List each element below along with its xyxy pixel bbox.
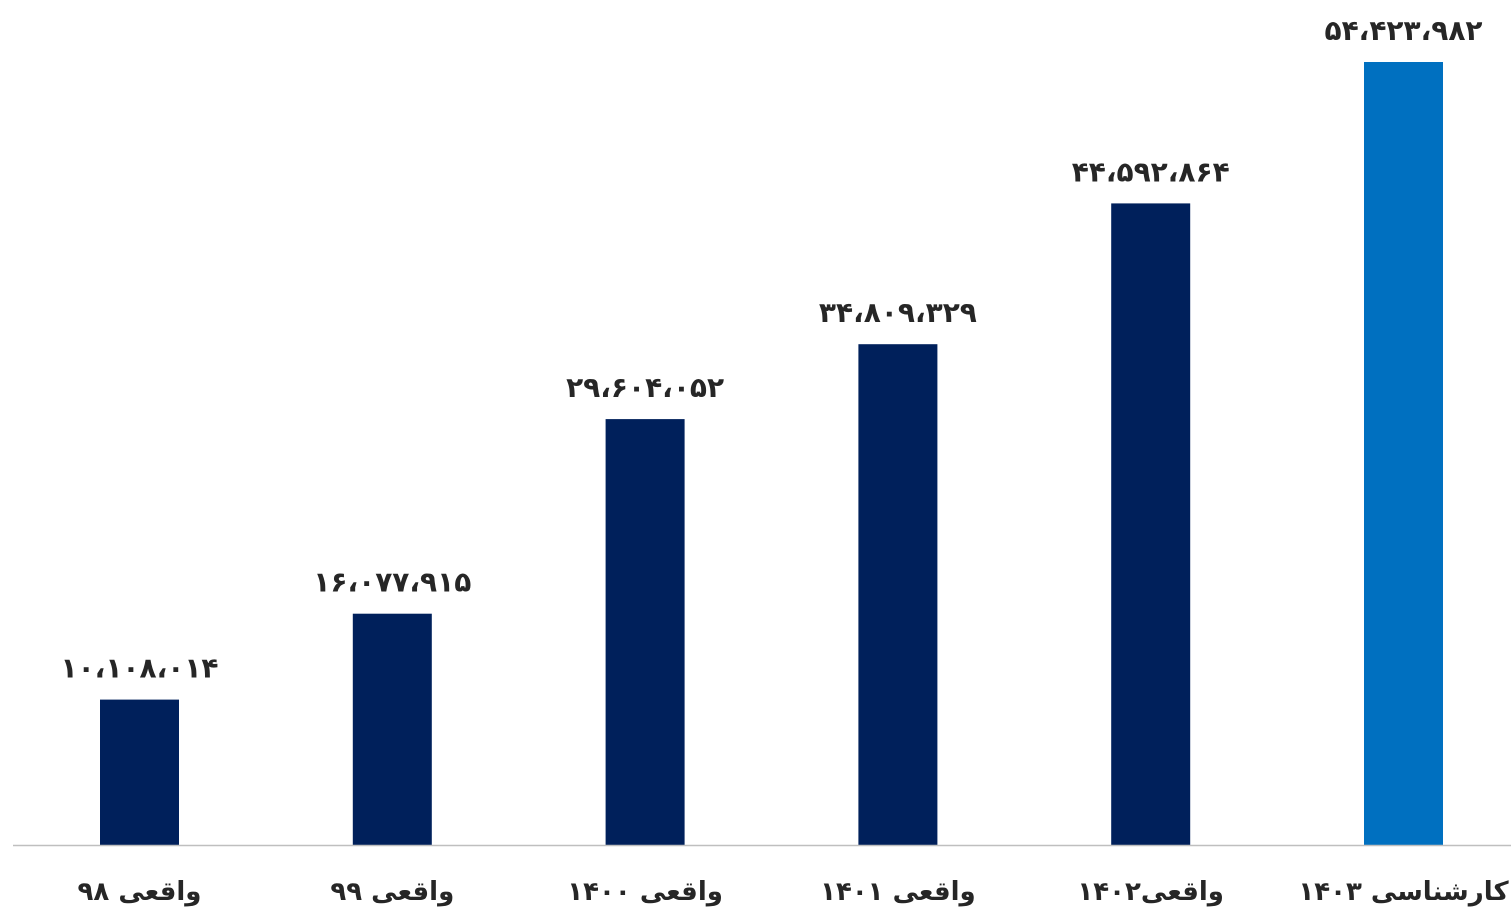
bar-0	[100, 699, 179, 845]
bar-3	[858, 344, 938, 845]
category-label-5: کارشناسی ۱۴۰۳	[1298, 877, 1509, 907]
category-label-4: واقعی۱۴۰۲	[1077, 877, 1224, 907]
bar-5	[1364, 62, 1443, 845]
bar-1	[352, 613, 432, 845]
data-label-2: ۲۹،۶۰۴،۰۵۲	[566, 371, 724, 404]
data-label-1: ۱۶،۰۷۷،۹۱۵	[313, 566, 471, 599]
data-label-5: ۵۴،۴۲۳،۹۸۲	[1325, 14, 1483, 47]
category-label-1: واقعی ۹۹	[330, 877, 454, 907]
category-label-2: واقعی ۱۴۰۰	[567, 877, 723, 907]
value-labels-group: ۱۰،۱۰۸،۰۱۴ ۱۶،۰۷۷،۹۱۵ ۲۹،۶۰۴،۰۵۲ ۳۴،۸۰۹،۳۲۹…	[61, 14, 1483, 685]
bar-4	[1111, 203, 1191, 845]
category-label-0: واقعی ۹۸	[78, 877, 202, 907]
data-label-0: ۱۰،۱۰۸،۰۱۴	[61, 652, 219, 685]
data-label-3: ۳۴،۸۰۹،۳۲۹	[819, 296, 977, 329]
data-label-4: ۴۴،۵۹۲،۸۶۴	[1072, 155, 1230, 188]
bar-2	[605, 419, 685, 845]
category-label-3: واقعی ۱۴۰۱	[820, 877, 976, 907]
bars-group	[100, 62, 1443, 845]
category-labels-group: واقعی ۹۸ واقعی ۹۹ واقعی ۱۴۰۰ واقعی ۱۴۰۱ واقع…	[78, 877, 1510, 907]
